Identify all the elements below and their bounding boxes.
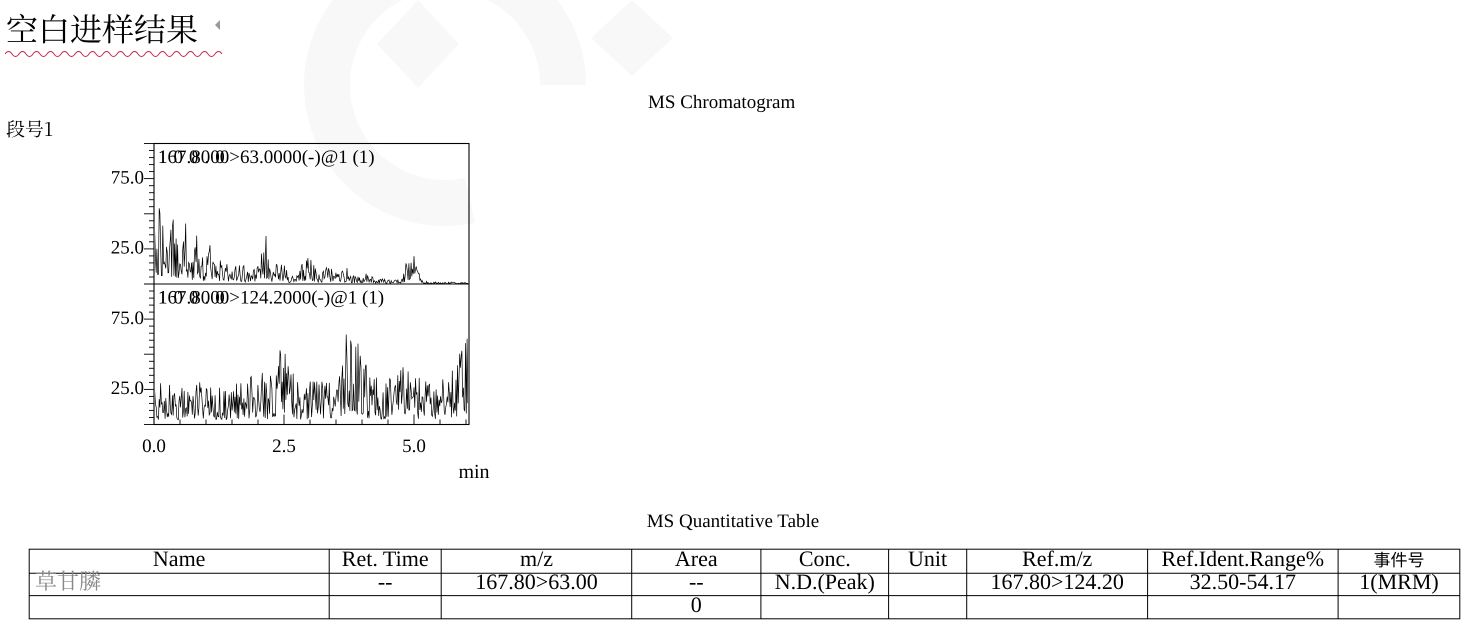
svg-text:Ref.m/z: Ref.m/z xyxy=(1022,546,1092,571)
svg-text:Unit: Unit xyxy=(908,546,947,571)
svg-text:事件号: 事件号 xyxy=(1374,546,1425,571)
svg-text:0.0: 0.0 xyxy=(142,436,166,457)
svg-text:MS Quantitative Table: MS Quantitative Table xyxy=(647,511,819,532)
svg-text:25.0: 25.0 xyxy=(111,378,144,399)
svg-text:75.0: 75.0 xyxy=(111,308,144,329)
svg-text:167.80>63.00: 167.80>63.00 xyxy=(475,569,597,594)
svg-text:167.8000>63.0000(-)@1 (1): 167.8000>63.0000(-)@1 (1) xyxy=(158,147,375,168)
svg-text:75.0: 75.0 xyxy=(111,168,144,189)
svg-text:25.0: 25.0 xyxy=(111,238,144,259)
svg-text:Area: Area xyxy=(675,546,718,571)
svg-text:N.D.(Peak): N.D.(Peak) xyxy=(775,569,875,594)
svg-text:Ret. Time: Ret. Time xyxy=(342,546,429,571)
svg-text:--: -- xyxy=(689,569,704,594)
svg-text:草甘膦: 草甘膦 xyxy=(35,565,101,596)
svg-text:Name: Name xyxy=(153,546,206,571)
svg-text:min: min xyxy=(458,461,489,483)
svg-text:0: 0 xyxy=(691,592,702,617)
svg-text:167.80>124.20: 167.80>124.20 xyxy=(990,569,1123,594)
svg-text:32.50-54.17: 32.50-54.17 xyxy=(1190,569,1296,594)
svg-text:--: -- xyxy=(378,569,393,594)
svg-text:m/z: m/z xyxy=(520,546,553,571)
svg-text:Conc.: Conc. xyxy=(799,546,851,571)
svg-text:167.8000>124.2000(-)@1 (1): 167.8000>124.2000(-)@1 (1) xyxy=(158,288,384,309)
svg-text:2.5: 2.5 xyxy=(272,436,296,457)
svg-text:1(MRM): 1(MRM) xyxy=(1359,569,1438,594)
svg-text:Ref.Ident.Range%: Ref.Ident.Range% xyxy=(1162,546,1325,571)
svg-text:5.0: 5.0 xyxy=(402,436,426,457)
